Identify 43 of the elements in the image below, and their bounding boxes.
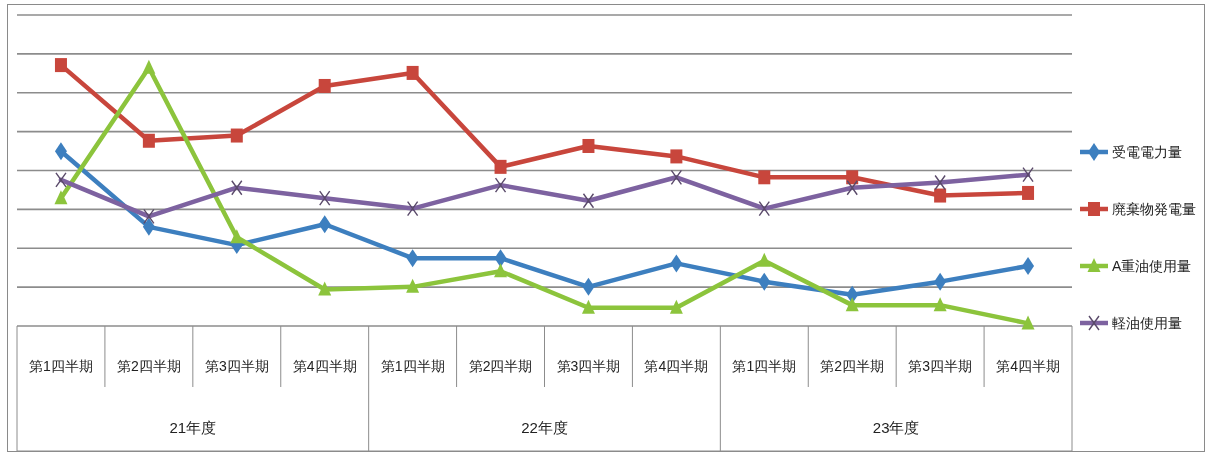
point (406, 65, 419, 80)
x-tick-label: 第4四半期 (644, 358, 709, 374)
text: 21年度 (169, 419, 217, 436)
legend-label: 廃棄物発電量 (1112, 201, 1196, 217)
point (54, 190, 68, 205)
point (933, 297, 947, 312)
x-tick-label: 第2四半期 (820, 358, 885, 374)
point (494, 263, 508, 278)
text: 22年度 (521, 419, 568, 436)
point (758, 170, 771, 185)
point (581, 299, 595, 314)
point (582, 138, 595, 153)
point (1021, 315, 1035, 330)
point (230, 229, 244, 244)
text: 23年度 (872, 419, 920, 436)
x-tick-label: 第2四半期 (116, 358, 181, 374)
x-tick-label: 第3四半期 (204, 358, 269, 374)
x-tick-label: 第4四半期 (292, 358, 357, 374)
point (846, 170, 859, 185)
point (845, 297, 859, 312)
x-tick-label: 第2四半期 (468, 358, 533, 374)
point (1022, 185, 1035, 200)
point (230, 128, 243, 143)
point (670, 149, 683, 164)
x-tick-label: 第3四半期 (908, 358, 973, 374)
point (934, 188, 947, 203)
x-tick-label: 第1四半期 (380, 358, 445, 374)
point (318, 281, 332, 296)
point (54, 58, 67, 73)
point (757, 252, 771, 267)
point (494, 159, 507, 174)
x-tick-label: 第1四半期 (732, 358, 797, 374)
x-tick-label: 第4四半期 (996, 358, 1060, 374)
point (318, 78, 331, 93)
legend-label: A重油使用量 (1112, 258, 1192, 274)
point (142, 59, 156, 74)
x-tick-label: 第3四半期 (556, 358, 621, 374)
legend-label: 受電電力量 (1112, 144, 1182, 160)
x-tick-label: 第1四半期 (29, 358, 93, 374)
point (669, 299, 683, 314)
point (142, 133, 155, 148)
legend-label: 軽油使用量 (1112, 315, 1182, 331)
point (406, 278, 420, 293)
